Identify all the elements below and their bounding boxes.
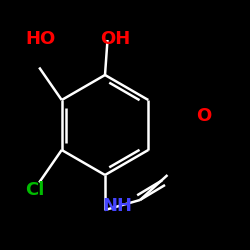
Text: Cl: Cl	[25, 181, 44, 199]
Text: O: O	[196, 107, 212, 125]
Text: NH: NH	[102, 197, 132, 215]
Text: HO: HO	[25, 30, 55, 48]
Text: OH: OH	[100, 30, 130, 48]
